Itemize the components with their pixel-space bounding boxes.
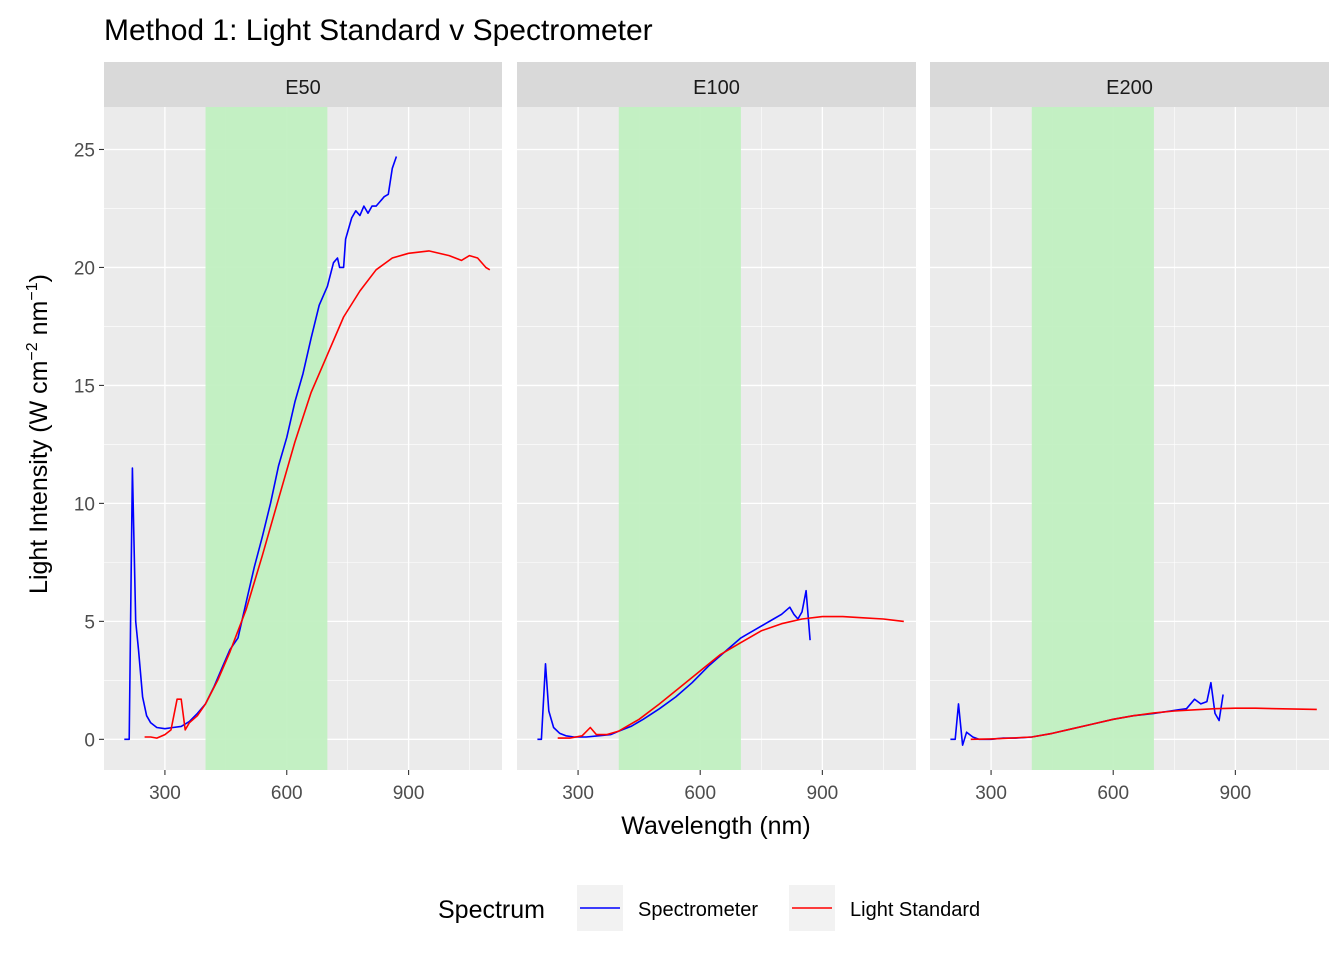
x-tick-label: 600 — [684, 783, 716, 804]
visible-band — [618, 107, 741, 770]
strip-background — [104, 62, 502, 107]
legend: Spectrum Spectrometer Light Standard — [438, 885, 980, 931]
series-line-light-standard-e200 — [970, 707, 1317, 741]
facet-panels: E50 300 600 900 E100 300 600 900 E200 300 600 900 — [104, 62, 1329, 804]
y-axis-title-main: Light Intensity (W cm — [25, 361, 53, 594]
x-axis-title: Wavelength (nm) — [621, 812, 810, 840]
panel-e200: E200 300 600 900 — [930, 62, 1329, 804]
series-line-light-standard-e50 — [144, 250, 491, 739]
strip-label-e100: E100 — [693, 77, 740, 99]
x-tick-label: 900 — [1220, 783, 1252, 804]
strip-background — [930, 62, 1329, 107]
y-axis: 0 5 10 15 20 25 — [74, 140, 104, 751]
chart-title: Method 1: Light Standard v Spectrometer — [104, 14, 653, 47]
y-tick-label: 20 — [74, 258, 95, 279]
y-tick-label: 10 — [74, 494, 95, 515]
x-tick-label: 300 — [975, 783, 1007, 804]
y-axis-title-sup2: −1 — [24, 282, 41, 300]
panel-e50: E50 300 600 900 — [104, 62, 502, 804]
visible-band — [1031, 107, 1154, 770]
y-axis-title: Light Intensity (W cm−2 nm−1) — [24, 274, 53, 594]
x-tick-label: 300 — [562, 783, 594, 804]
y-axis-title-end: ) — [25, 274, 53, 282]
x-tick-label: 900 — [393, 783, 425, 804]
strip-background — [517, 62, 916, 107]
y-tick-label: 0 — [84, 730, 95, 751]
x-tick-label: 900 — [807, 783, 839, 804]
y-tick-label: 15 — [74, 376, 95, 397]
series-line-spectrometer-e50 — [124, 156, 398, 741]
series-line-spectrometer-e100 — [537, 589, 811, 741]
strip-label-e50: E50 — [285, 77, 321, 99]
x-tick-label: 300 — [149, 783, 181, 804]
strip-label-e200: E200 — [1106, 77, 1153, 99]
legend-label-light-standard: Light Standard — [850, 899, 980, 921]
panel-e100: E100 300 600 900 — [517, 62, 916, 804]
x-tick-label: 600 — [271, 783, 303, 804]
y-tick-label: 5 — [84, 612, 95, 633]
y-axis-title-mid: nm — [25, 301, 53, 343]
visible-band — [205, 107, 328, 770]
y-tick-label: 25 — [74, 140, 95, 161]
x-tick-label: 600 — [1097, 783, 1129, 804]
series-line-light-standard-e100 — [557, 615, 904, 739]
y-axis-title-sup1: −2 — [24, 342, 41, 360]
legend-label-spectrometer: Spectrometer — [638, 899, 758, 921]
legend-title: Spectrum — [438, 896, 545, 924]
